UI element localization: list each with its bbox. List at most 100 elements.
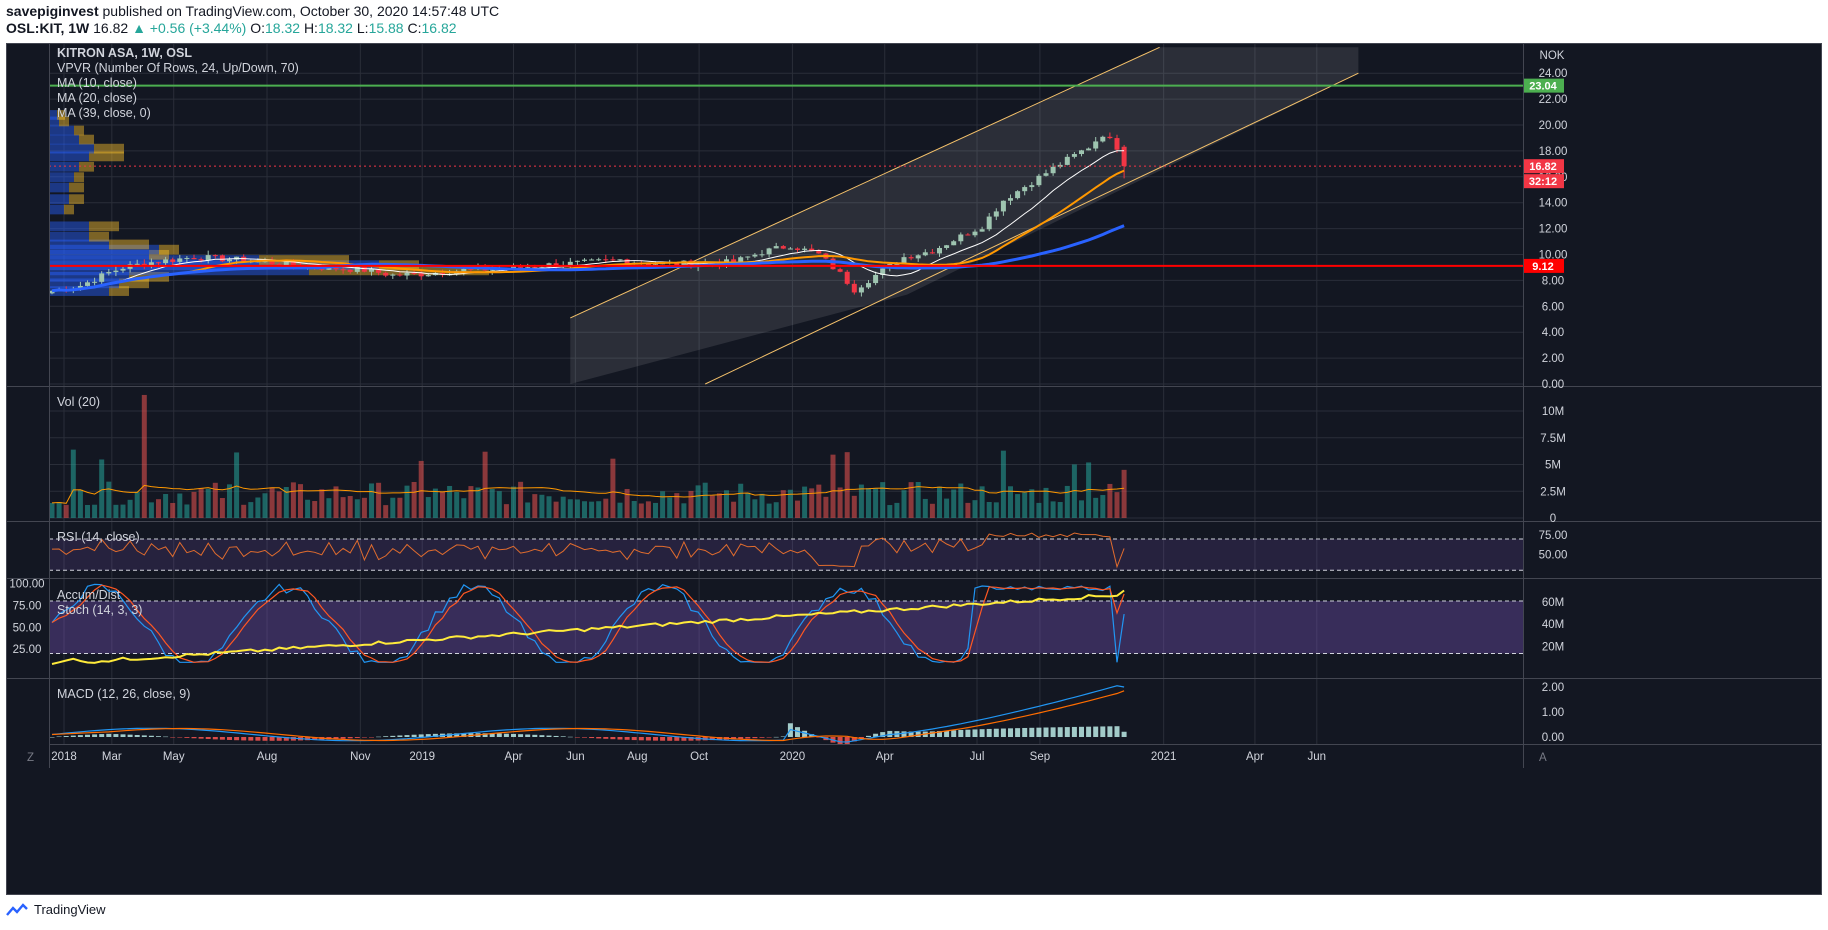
legend-macd[interactable]: MACD (12, 26, close, 9)	[57, 687, 190, 701]
macd-hist-2	[63, 736, 69, 737]
high-label: H:	[303, 20, 318, 36]
vpvr-down-7	[159, 244, 179, 255]
vol-bar-112	[844, 452, 850, 518]
vol-bar-113	[851, 495, 857, 518]
legend-title[interactable]: KITRON ASA, 1W, OSL	[57, 46, 192, 60]
legend-vpvr[interactable]: VPVR (Number Of Rows, 24, Up/Down, 70)	[57, 61, 299, 75]
legend-stoch[interactable]: Stoch (14, 3, 3)	[57, 603, 142, 617]
macd-hist-83	[638, 737, 644, 741]
macd-hist-120	[901, 731, 907, 737]
legend-ma39[interactable]: MA (39, close, 0)	[57, 106, 151, 120]
candle-body-138	[1029, 185, 1035, 188]
macd-hist-6	[92, 734, 98, 737]
macd-hist-121	[908, 731, 914, 737]
vol-bar-68	[532, 494, 538, 518]
candle-body-120	[901, 257, 907, 264]
countdown-tag-bg	[1524, 174, 1564, 189]
vol-bar-98	[745, 492, 751, 518]
vol-bar-26	[234, 452, 240, 518]
candle-body-16	[163, 259, 169, 264]
chart-frame[interactable]: 0.002.004.006.008.0010.0012.0014.0016.00…	[6, 43, 1822, 895]
macd-hist-108	[816, 737, 822, 738]
time-tick-Nov: Nov	[350, 751, 371, 763]
legend-ma10[interactable]: MA (10, close)	[57, 76, 137, 90]
vpvr-up-21	[49, 110, 57, 120]
accdist-tick-1: 40M	[1542, 619, 1564, 631]
legend-ma20[interactable]: MA (20, close)	[57, 91, 137, 105]
macd-hist-63	[496, 733, 502, 737]
macd-hist-47	[383, 736, 389, 737]
candle-body-47	[383, 272, 389, 276]
vol-bar-139	[1036, 502, 1042, 518]
vol-bar-134	[1000, 450, 1006, 518]
vol-bar-64	[503, 504, 509, 518]
macd-hist-99	[752, 737, 758, 739]
candle-body-145	[1079, 150, 1084, 155]
accdist-tick-0: 60M	[1542, 597, 1564, 609]
vol-bar-77	[596, 501, 602, 518]
candle-body-10	[120, 268, 126, 271]
macd-hist-9	[113, 734, 119, 737]
macd-hist-135	[1008, 728, 1013, 737]
vol-bar-114	[858, 484, 864, 518]
macd-hist-134	[1000, 728, 1006, 737]
vol-bar-128	[958, 483, 964, 518]
vpvr-down-19	[74, 125, 84, 136]
macd-hist-74	[574, 737, 580, 738]
candle-body-0	[49, 290, 55, 294]
vol-bar-137	[1022, 492, 1028, 518]
channel-lower-line	[704, 72, 1359, 385]
vol-bar-75	[582, 501, 587, 518]
vpvr-up-15	[49, 161, 79, 172]
vol-bar-44	[361, 497, 367, 518]
tradingview-logo-icon[interactable]	[6, 902, 28, 917]
macd-hist-73	[567, 736, 573, 738]
candle-body-27	[241, 256, 247, 263]
author-name[interactable]: savepiginvest	[6, 3, 99, 19]
vol-bar-58	[461, 498, 467, 518]
close-label: C:	[407, 20, 422, 36]
vpvr-down-12	[69, 194, 84, 204]
candle-body-9	[113, 270, 119, 273]
candle-body-24	[219, 255, 225, 262]
vol-bar-116	[873, 488, 879, 518]
channel-fill	[570, 47, 1359, 385]
macd-hist-10	[120, 734, 126, 737]
stoch-tick-2: 75.00	[13, 600, 42, 612]
price-tick-2: 4.00	[1542, 327, 1564, 339]
macd-hist-52	[418, 734, 424, 737]
auto-scale-right-button[interactable]: A	[1539, 752, 1547, 764]
legend-rsi[interactable]: RSI (14, close)	[57, 530, 140, 544]
candle-body-119	[894, 263, 900, 265]
candle-body-105	[795, 248, 800, 250]
candle-body-65	[511, 265, 516, 270]
vol-bar-7	[99, 459, 105, 518]
vol-tick-1: 2.5M	[1540, 486, 1566, 498]
macd-hist-13	[141, 735, 147, 737]
tradingview-brand[interactable]: TradingView	[34, 902, 106, 917]
vol-bar-89	[681, 503, 687, 518]
vol-bar-72	[560, 496, 566, 518]
auto-scale-left-button[interactable]: Z	[27, 752, 34, 764]
chart-svg[interactable]: 0.002.004.006.008.0010.0012.0014.0016.00…	[7, 44, 1821, 894]
vol-bar-145	[1079, 500, 1084, 518]
legend-vol[interactable]: Vol (20)	[57, 395, 100, 409]
macd-hist-68	[532, 734, 538, 737]
macd-hist-45	[369, 737, 374, 738]
candle-body-110	[830, 258, 836, 270]
vpvr-up-18	[49, 134, 79, 145]
vol-bar-93	[709, 495, 715, 518]
candle-body-67	[525, 267, 531, 269]
candle-body-115	[866, 283, 871, 288]
time-tick-2018: 2018	[51, 751, 77, 763]
macd-hist-25	[227, 737, 232, 740]
macd-hist-76	[589, 737, 595, 739]
macd-hist-61	[482, 733, 488, 737]
footer: TradingView	[6, 902, 106, 917]
vol-bar-125	[937, 486, 942, 518]
macd-hist-29	[255, 737, 261, 741]
legend-accdist[interactable]: Accum/Dist	[57, 588, 121, 602]
price-change: ▲ +0.56 (+3.44%)	[132, 20, 247, 36]
macd-tick-0: 0.00	[1542, 732, 1564, 744]
vpvr-down-3	[309, 265, 489, 276]
